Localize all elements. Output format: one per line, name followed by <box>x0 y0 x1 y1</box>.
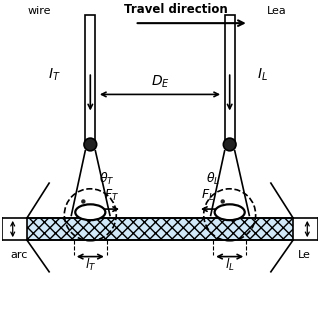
Circle shape <box>84 138 97 151</box>
Text: $l_L$: $l_L$ <box>225 257 235 273</box>
Bar <box>85 15 95 142</box>
Text: $\theta_T$: $\theta_T$ <box>99 171 115 187</box>
Text: $l_T$: $l_T$ <box>84 257 96 273</box>
Text: Lea: Lea <box>267 6 287 16</box>
Text: $I_T$: $I_T$ <box>48 67 60 83</box>
Text: Travel direction: Travel direction <box>124 3 228 16</box>
Text: $\theta_L$: $\theta_L$ <box>206 171 220 187</box>
Text: Le: Le <box>298 250 310 260</box>
Text: arc: arc <box>10 250 28 260</box>
Ellipse shape <box>215 204 245 220</box>
Circle shape <box>81 199 85 204</box>
Bar <box>225 15 235 142</box>
Circle shape <box>220 199 225 204</box>
Ellipse shape <box>75 204 105 220</box>
Bar <box>27 218 293 240</box>
Text: wire: wire <box>28 6 52 16</box>
Text: $F_T$: $F_T$ <box>104 188 119 203</box>
Text: $D_E$: $D_E$ <box>151 74 169 90</box>
Circle shape <box>223 138 236 151</box>
Text: $F_L$: $F_L$ <box>201 188 215 203</box>
Text: $I_L$: $I_L$ <box>258 67 268 83</box>
